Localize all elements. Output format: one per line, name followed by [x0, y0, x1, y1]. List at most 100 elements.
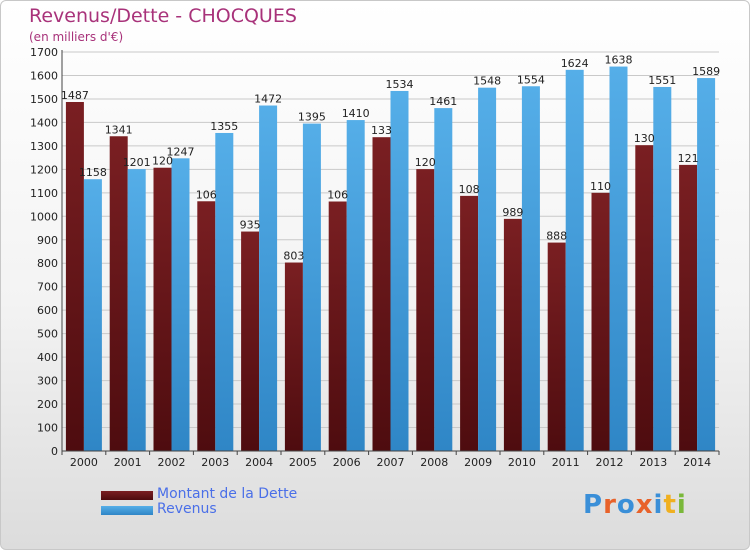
- x-tick-label: 2004: [245, 456, 273, 469]
- bar-revenus-2007: [390, 90, 409, 451]
- bar-revenus-2008: [434, 108, 453, 452]
- data-label-revenus-2001: 1201: [123, 156, 151, 169]
- x-axis-tick-labels: 2000 2001 2002 2003 2004 2005 2006 2007 2008 2009…: [61, 451, 720, 469]
- logo-letter: i: [676, 490, 687, 520]
- bar-revenus-2003: [215, 132, 234, 452]
- data-label-dette-2006: 106: [327, 189, 348, 202]
- x-tick-label: 2000: [70, 456, 98, 469]
- data-label-revenus-2007: 1534: [386, 78, 414, 91]
- bar-revenus-2010: [521, 86, 540, 451]
- x-tick-label: 2006: [333, 456, 361, 469]
- data-label-revenus-2010: 1554: [517, 73, 545, 86]
- y-tick-label: 1600: [30, 69, 58, 82]
- logo-letter: P: [583, 490, 604, 520]
- bar-revenus-2006: [346, 120, 365, 452]
- bar-dette-2001: [109, 136, 128, 452]
- y-tick-label: 800: [37, 257, 58, 270]
- bar-revenus-2013: [653, 86, 672, 451]
- legend-swatch-dette: [101, 491, 153, 500]
- axes: [61, 50, 719, 452]
- data-label-dette-2014: 121: [678, 152, 699, 165]
- bar-revenus-2012: [609, 66, 628, 452]
- y-tick-label: 1400: [30, 116, 58, 129]
- data-label-dette-2007: 133: [371, 124, 392, 137]
- x-tick-label: 2003: [201, 456, 229, 469]
- bar-dette-2014: [679, 164, 698, 451]
- logo-letter: i: [653, 490, 664, 520]
- logo-letter: x: [635, 490, 654, 520]
- bar-revenus-2011: [565, 69, 584, 451]
- bar-dette-2007: [372, 137, 391, 451]
- data-label-dette-2012: 110: [590, 180, 611, 193]
- y-tick-label: 1200: [30, 163, 58, 176]
- data-label-revenus-2004: 1472: [254, 93, 282, 106]
- proxiti-logo: Proxiti: [583, 490, 687, 520]
- y-tick-label: 1500: [30, 93, 58, 106]
- data-label-dette-2001: 1341: [105, 123, 133, 136]
- x-tick-label: 2011: [552, 456, 580, 469]
- data-label-revenus-2006: 1410: [342, 107, 370, 120]
- x-tick-label: 2001: [114, 456, 142, 469]
- data-label-dette-2003: 106: [196, 188, 217, 201]
- data-label-dette-2008: 120: [415, 156, 436, 169]
- data-label-dette-2005: 803: [283, 250, 304, 263]
- data-label-revenus-2005: 1395: [298, 111, 326, 124]
- x-tick-label: 2002: [158, 456, 186, 469]
- chart-subtitle: (en milliers d'€): [29, 30, 124, 44]
- y-tick-label: 1100: [30, 187, 58, 200]
- logo-letter: r: [603, 490, 617, 520]
- bar-revenus-2001: [127, 169, 146, 452]
- data-label-revenus-2009: 1548: [473, 75, 501, 88]
- data-label-revenus-2008: 1461: [429, 95, 457, 108]
- legend-swatch-revenus: [101, 506, 153, 515]
- x-tick-label: 2009: [464, 456, 492, 469]
- y-axis-tick-labels: 0 100 200 300 400 500 600 700 800 900 1000 1100 1200…: [30, 46, 58, 458]
- y-tick-label: 700: [37, 281, 58, 294]
- y-tick-label: 900: [37, 234, 58, 247]
- bar-dette-2013: [635, 145, 654, 452]
- data-label-dette-2000: 1487: [61, 89, 89, 102]
- legend-label-revenus: Revenus: [157, 501, 217, 517]
- bar-revenus-2004: [259, 105, 278, 451]
- data-label-dette-2009: 108: [459, 183, 480, 196]
- x-tick-label: 2008: [420, 456, 448, 469]
- bar-dette-2011: [547, 242, 566, 451]
- x-tick-label: 2012: [596, 456, 624, 469]
- data-label-dette-2002: 120: [152, 155, 173, 168]
- data-label-revenus-2003: 1355: [210, 120, 238, 133]
- y-tick-label: 0: [51, 445, 58, 458]
- bar-revenus-2009: [478, 87, 497, 451]
- x-tick-label: 2013: [639, 456, 667, 469]
- data-label-dette-2010: 989: [502, 206, 523, 219]
- bar-revenus-2014: [697, 78, 716, 451]
- bar-dette-2008: [416, 169, 435, 452]
- legend-label-dette: Montant de la Dette: [157, 486, 298, 502]
- data-label-dette-2013: 130: [634, 132, 655, 145]
- x-tick-label: 2014: [683, 456, 711, 469]
- bar-revenus-2002: [171, 158, 190, 451]
- bar-dette-2004: [241, 231, 260, 451]
- y-tick-label: 200: [37, 398, 58, 411]
- chart-title: Revenus/Dette - CHOCQUES: [29, 5, 297, 27]
- y-tick-label: 100: [37, 422, 58, 435]
- logo-letter: t: [663, 490, 677, 520]
- logo-letter: o: [616, 490, 636, 520]
- data-label-revenus-2012: 1638: [605, 54, 633, 67]
- bar-dette-2002: [153, 167, 172, 451]
- bar-dette-2005: [284, 262, 303, 451]
- bar-revenus-2005: [302, 123, 321, 451]
- y-tick-label: 1700: [30, 46, 58, 59]
- y-tick-label: 1300: [30, 140, 58, 153]
- bar-dette-2006: [328, 201, 347, 451]
- y-tick-label: 1000: [30, 210, 58, 223]
- y-tick-label: 600: [37, 304, 58, 317]
- bar-dette-2012: [591, 192, 610, 451]
- data-label-dette-2011: 888: [546, 230, 567, 243]
- bar-dette-2000: [65, 101, 84, 451]
- x-tick-label: 2007: [377, 456, 405, 469]
- y-tick-label: 500: [37, 328, 58, 341]
- data-label-revenus-2002: 1247: [167, 145, 195, 158]
